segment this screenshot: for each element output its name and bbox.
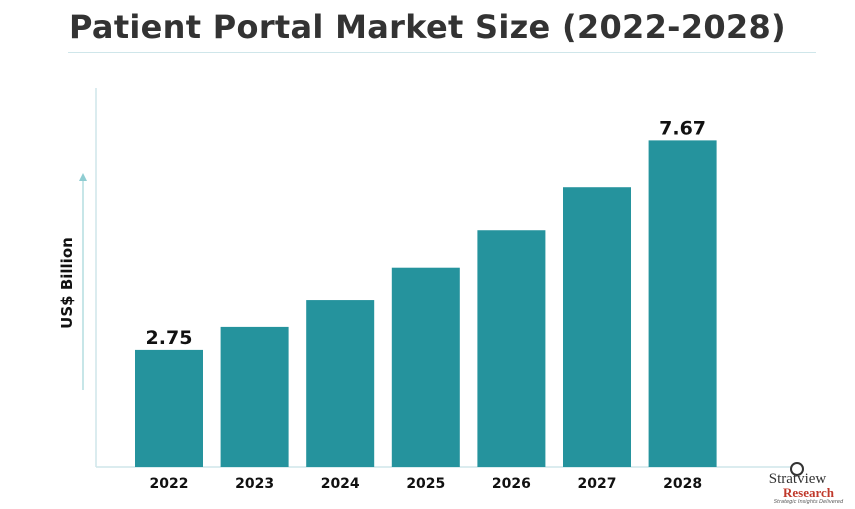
- x-tick-label: 2028: [663, 476, 702, 492]
- stratview-logo: Stratview Research Strategic Insights De…: [750, 462, 845, 507]
- x-tick-label: 2025: [406, 476, 445, 492]
- title-divider: [68, 52, 816, 53]
- logo-sub: Research: [782, 485, 835, 500]
- x-tick-label: 2022: [150, 476, 189, 492]
- logo-name: Stratview: [768, 471, 827, 487]
- bar-2026: [477, 230, 546, 467]
- y-axis-label: US$ Billion: [58, 237, 76, 329]
- x-tick-label: 2027: [578, 476, 617, 492]
- bar-2025: [391, 267, 460, 467]
- x-tick-label: 2023: [235, 476, 274, 492]
- bar-2022: [135, 349, 203, 467]
- x-tick-label: 2026: [492, 476, 531, 492]
- bar-2023: [220, 326, 289, 467]
- data-label: 7.67: [659, 117, 706, 139]
- logo-tagline: Strategic Insights Delivered: [773, 499, 844, 505]
- data-label: 2.75: [146, 327, 193, 349]
- bar-2027: [563, 187, 631, 467]
- x-tick-label: 2024: [321, 476, 360, 492]
- bar-2024: [306, 300, 375, 467]
- bar-2028: [648, 140, 717, 467]
- logo-target-icon: [790, 462, 804, 476]
- arrow-head-icon: [79, 173, 87, 181]
- chart-title: Patient Portal Market Size (2022-2028): [69, 8, 786, 46]
